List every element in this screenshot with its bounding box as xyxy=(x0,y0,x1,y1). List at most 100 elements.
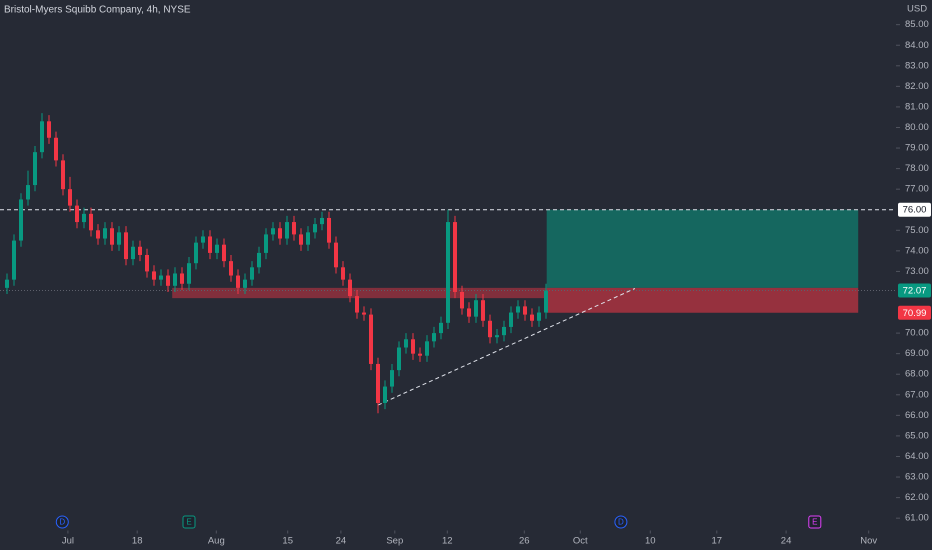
candle-body xyxy=(376,363,380,404)
candle-body xyxy=(124,232,128,260)
candle-body xyxy=(502,326,506,336)
candle-body xyxy=(523,306,527,315)
y-tick-label: 63.00 xyxy=(905,472,929,483)
y-tick-label: 84.00 xyxy=(905,40,929,51)
candle-body xyxy=(362,312,366,315)
candle-body xyxy=(299,234,303,245)
candle-body xyxy=(278,228,282,239)
candle-body xyxy=(12,240,16,280)
candle-body xyxy=(355,296,359,313)
candle-body xyxy=(439,322,443,334)
x-tick-label: Oct xyxy=(573,536,588,547)
candle-body xyxy=(348,279,352,297)
candle-body xyxy=(40,121,44,153)
last-price-tag-label: 72.07 xyxy=(903,286,927,297)
x-tick-label: 24 xyxy=(781,536,792,547)
x-tick-label: Aug xyxy=(208,536,225,547)
candle-body xyxy=(369,314,373,364)
candle-body xyxy=(271,228,275,235)
x-tick-label: 24 xyxy=(336,536,347,547)
y-tick-label: 67.00 xyxy=(905,389,929,400)
candle-body xyxy=(334,242,338,268)
candle-body xyxy=(215,244,219,253)
y-tick-label: 61.00 xyxy=(905,513,929,524)
y-tick-label: 83.00 xyxy=(905,60,929,71)
candle-body xyxy=(404,339,408,348)
y-tick-label: 79.00 xyxy=(905,143,929,154)
candle-body xyxy=(257,252,261,268)
y-tick-label: 66.00 xyxy=(905,410,929,421)
candle-body xyxy=(110,228,114,245)
event-icon xyxy=(614,515,628,529)
candle-body xyxy=(411,339,415,354)
event-label: E xyxy=(186,518,191,527)
y-tick-label: 81.00 xyxy=(905,101,929,112)
candle-body xyxy=(89,213,93,231)
candle-body xyxy=(341,267,345,280)
event-icon xyxy=(182,515,196,529)
candle-body xyxy=(236,275,240,288)
y-tick-label: 82.00 xyxy=(905,81,929,92)
y-tick-label: 64.00 xyxy=(905,451,929,462)
x-tick-label: 26 xyxy=(519,536,530,547)
candle-body xyxy=(306,232,310,245)
x-tick-label: 17 xyxy=(712,536,723,547)
candle-body xyxy=(467,308,471,317)
y-tick-label: 68.00 xyxy=(905,369,929,380)
candle-body xyxy=(285,222,289,239)
candle-body xyxy=(5,279,9,288)
candle-body xyxy=(516,306,520,313)
last-price-tag xyxy=(898,283,931,298)
candle-body xyxy=(33,152,37,186)
trendline xyxy=(377,288,636,406)
event-label: E xyxy=(812,518,817,527)
candle-body xyxy=(313,224,317,233)
x-tick-label: 18 xyxy=(132,536,143,547)
candle-body xyxy=(208,236,212,253)
y-tick-label: 74.00 xyxy=(905,245,929,256)
candle-body xyxy=(250,267,254,280)
candle-body xyxy=(432,333,436,342)
candle-body xyxy=(481,300,485,321)
candle-body xyxy=(187,263,191,284)
target-tag xyxy=(898,202,931,217)
candle-body xyxy=(82,213,86,223)
y-tick-label: 75.00 xyxy=(905,225,929,236)
y-tick-label: 77.00 xyxy=(905,184,929,195)
candle-body xyxy=(131,246,135,260)
target-tag-label: 76.00 xyxy=(903,205,927,216)
candle-body xyxy=(47,121,51,138)
candle-body xyxy=(418,353,422,356)
loss-box xyxy=(546,287,859,313)
y-tick-label: 69.00 xyxy=(905,348,929,359)
candle-body xyxy=(544,290,548,313)
x-tick-label: 10 xyxy=(645,536,656,547)
candle-body xyxy=(488,320,492,338)
candle-body xyxy=(243,279,247,288)
stop-tag xyxy=(898,305,931,320)
candle-body xyxy=(96,230,100,239)
candle-body xyxy=(390,370,394,387)
x-tick-label: Sep xyxy=(386,536,403,547)
chart-title: Bristol-Myers Squibb Company, 4h, NYSE xyxy=(4,5,191,16)
candle-body xyxy=(75,205,79,223)
candle-body xyxy=(474,300,478,317)
y-tick-label: 85.00 xyxy=(905,19,929,30)
candle-body xyxy=(222,244,226,262)
candle-body xyxy=(194,242,198,264)
candle-body xyxy=(68,189,72,206)
candle-body xyxy=(397,347,401,371)
candle-body xyxy=(530,314,534,321)
candle-body xyxy=(264,234,268,253)
candle-body xyxy=(446,222,450,323)
candle-body xyxy=(138,246,142,255)
event-icon xyxy=(55,515,69,529)
candle-body xyxy=(180,273,184,284)
candle-body xyxy=(201,236,205,243)
event-label: D xyxy=(618,518,624,527)
y-tick-label: 73.00 xyxy=(905,266,929,277)
candle-body xyxy=(453,222,457,292)
candle-body xyxy=(61,160,65,190)
y-tick-label: 62.00 xyxy=(905,492,929,503)
